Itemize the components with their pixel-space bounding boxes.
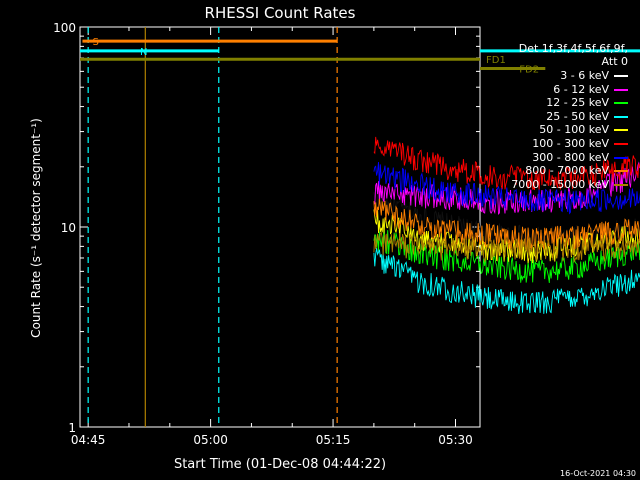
legend-label: 50 - 100 keV [539,123,609,137]
y-tick-label: 1 [68,421,76,435]
legend-entry: 7000 - 15000 keV [511,178,628,191]
legend-entry: 25 - 50 keV [546,110,628,123]
footer-timestamp: 16-Oct-2021 04:30 [560,469,636,478]
legend-label: 12 - 25 keV [546,96,609,110]
x-tick-label: 05:00 [193,433,228,447]
y-tick-label: 100 [53,21,76,35]
flag-label: FD2 [519,65,539,76]
series-line [373,231,640,264]
legend-label: 6 - 12 keV [553,82,609,96]
series-line [373,198,640,252]
x-tick-label: 05:15 [316,433,351,447]
legend-entry: 12 - 25 keV [546,96,628,109]
series-line [373,228,640,284]
y-tick-label: 10 [61,221,76,235]
legend-label: 7000 - 15000 keV [511,177,609,191]
legend-label: 25 - 50 keV [546,109,609,123]
y-axis-label: Count Rate (s⁻¹ detector segment⁻¹) [29,118,43,338]
legend-swatch [614,102,628,105]
legend-label: 300 - 800 keV [532,150,609,164]
legend-label: 100 - 300 keV [532,137,609,150]
legend-entry: 50 - 100 keV [539,123,628,136]
series-line [373,162,640,215]
legend-swatch [614,170,628,173]
legend-entry: 800 - 7000 keV [525,164,628,177]
legend-header: Att 0 [601,55,628,68]
legend-swatch [614,156,628,159]
legend-swatch [614,183,628,186]
flag-label: S [92,37,98,48]
series-line [373,136,640,192]
legend-entry: 100 - 300 keV [532,137,628,150]
chart-title: RHESSI Count Rates [205,4,356,22]
series-line [373,248,640,315]
legend-swatch [614,75,628,77]
flag-label: FD1 [486,55,506,66]
x-tick-label: 04:45 [71,433,106,447]
flag-label: N [140,47,147,58]
legend-swatch [614,115,628,118]
legend-label: 3 - 6 keV [560,69,609,82]
legend-header: Det 1f,3f,4f,5f,6f,9f, [518,42,628,55]
legend-label: 800 - 7000 keV [525,164,609,178]
x-axis-label: Start Time (01-Dec-08 04:44:22) [174,457,386,472]
legend-entry: 300 - 800 keV [532,151,628,164]
legend-swatch [614,88,628,91]
legend-swatch [614,129,628,132]
legend-swatch [614,143,628,145]
legend-entry: 6 - 12 keV [553,83,628,96]
x-tick-label: 05:30 [438,433,473,447]
legend-entry: 3 - 6 keV [560,69,628,82]
